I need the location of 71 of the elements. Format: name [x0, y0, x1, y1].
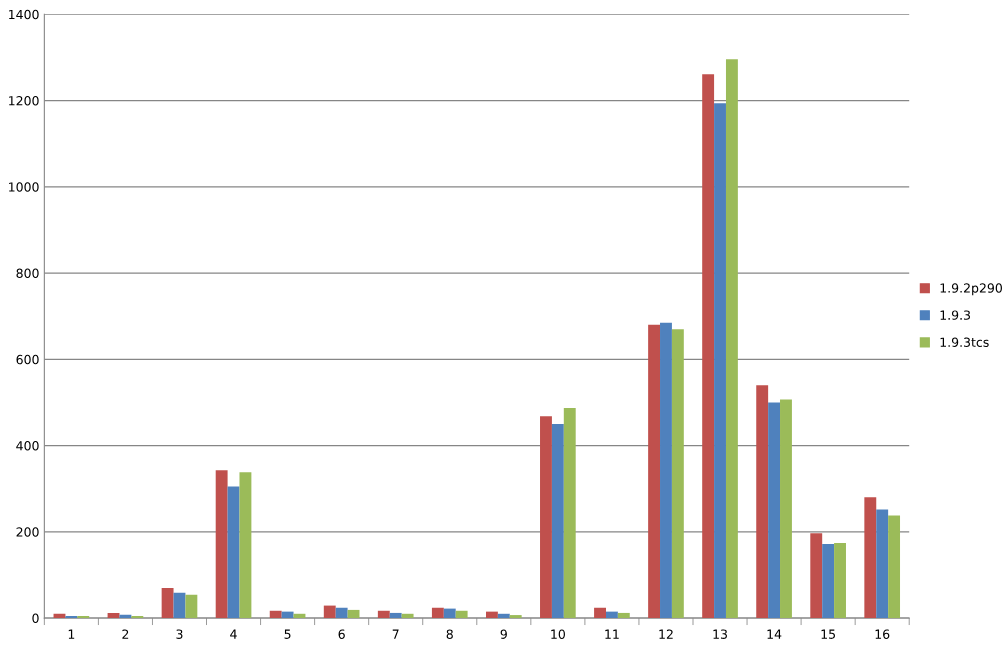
x-tick-label: 16: [875, 629, 890, 639]
x-tick-label: 3: [176, 629, 183, 639]
bar: [401, 613, 414, 619]
bar: [323, 605, 336, 619]
bar: [834, 543, 846, 619]
bar: [185, 594, 198, 619]
bar: [335, 607, 348, 619]
x-tick-label: 7: [392, 629, 399, 639]
bar: [551, 424, 564, 619]
bar: [131, 615, 144, 619]
x-tick-label: 14: [767, 629, 782, 639]
bar: [810, 533, 823, 619]
x-tick-label: 5: [284, 629, 291, 639]
bar: [77, 615, 90, 619]
bar: [876, 509, 889, 619]
bar: [780, 399, 792, 619]
bar: [617, 612, 630, 619]
x-tick-label: 12: [659, 629, 673, 639]
bar: [377, 610, 390, 619]
bar: [864, 497, 877, 619]
bar: [347, 609, 360, 619]
x-tick-label: 10: [551, 629, 565, 639]
bar: [239, 472, 252, 619]
bar: [227, 486, 240, 619]
x-tick-label: 15: [821, 629, 835, 639]
y-tick-label: 1200: [9, 96, 39, 106]
y-tick-label: 1400: [9, 9, 39, 20]
bar: [485, 611, 498, 619]
bar: [389, 612, 402, 619]
bar: [648, 324, 661, 619]
bar: [756, 385, 769, 619]
legend-label: 1.9.2p290: [940, 283, 1002, 296]
y-tick-label: 800: [16, 268, 39, 279]
bar: [497, 613, 510, 619]
x-tick-label: 8: [446, 629, 453, 639]
bar: [768, 402, 781, 619]
bar: [269, 610, 282, 619]
bar: [563, 408, 576, 619]
bar: [281, 611, 294, 619]
y-tick-label: 400: [16, 441, 39, 451]
bar: [173, 592, 186, 619]
y-tick-label: 0: [32, 613, 39, 624]
x-tick-label: 9: [500, 629, 507, 639]
bar: [509, 615, 522, 619]
bar: [702, 74, 715, 619]
legend-label: 1.9.3tcs: [940, 337, 989, 347]
bar: [65, 615, 78, 619]
x-tick-label: 11: [605, 629, 619, 639]
bar: [455, 610, 468, 619]
y-tick-label: 200: [16, 527, 39, 537]
bar: [594, 607, 606, 619]
bar: [671, 329, 684, 619]
bar: [725, 59, 738, 619]
y-tick-label: 1000: [9, 182, 39, 192]
bar: [161, 587, 174, 619]
x-tick-label: 2: [122, 629, 129, 639]
bar: [888, 515, 901, 619]
legend-label: 1.9.3: [940, 310, 971, 320]
bar: [431, 607, 444, 619]
bar: [540, 416, 552, 619]
bar: [714, 103, 726, 619]
x-tick-label: 4: [230, 629, 237, 639]
bar: [822, 543, 835, 619]
y-tick-label: 600: [16, 354, 39, 365]
bar: [215, 470, 228, 619]
bar: [605, 611, 618, 619]
x-tick-label: 1: [68, 629, 75, 639]
x-tick-label: 6: [338, 629, 345, 639]
bar: [443, 608, 456, 619]
bar: [660, 322, 672, 619]
x-tick-label: 13: [713, 629, 727, 639]
